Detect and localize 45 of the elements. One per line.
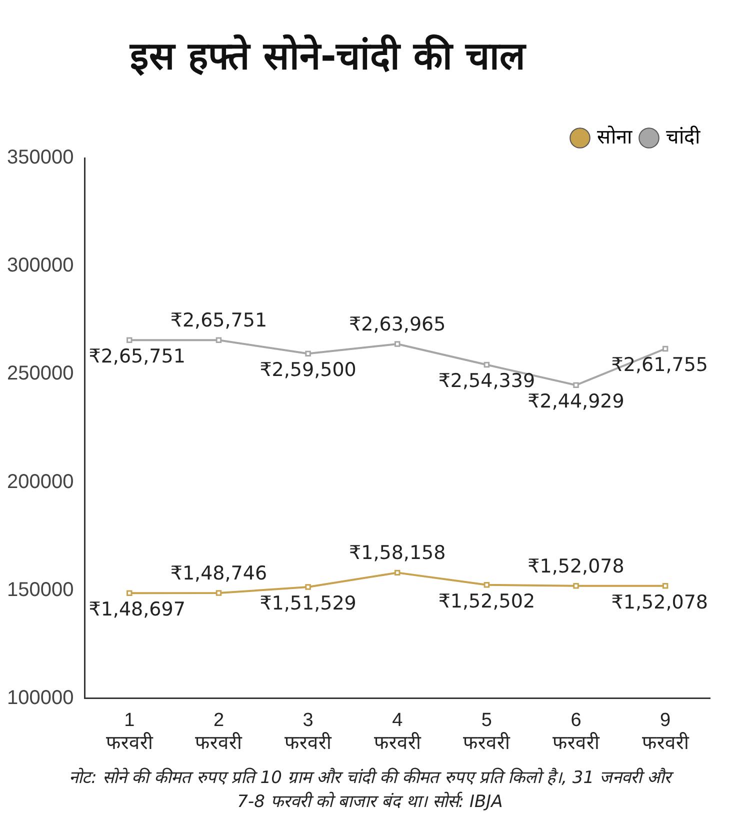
point: [573, 582, 579, 589]
chart-title: इस हफ्ते सोने-चांदी की चाल: [130, 33, 526, 80]
x-tick-label: 6 फरवरी: [552, 710, 601, 754]
y-tick-label: 250000: [6, 362, 74, 385]
text: नोट: सोने की कीमत रुपए प्रति 10 ग्राम और चांदी की कीमत रुपए प्रति किलो है।, 31 जनवरी और 7-8 फरवरी को बाजार बंद था। सोर्स: IBJA: [68, 766, 675, 814]
data-label: ₹2,61,755: [611, 354, 708, 376]
data-label: ₹2,65,751: [88, 346, 186, 368]
point: [394, 570, 400, 576]
data-label: ₹2,63,965: [349, 313, 446, 336]
point: [126, 590, 132, 596]
x-tick-label: 9 फरवरी: [642, 710, 690, 754]
point: [662, 582, 668, 589]
point: [573, 382, 579, 388]
y-tick-label: 150000: [6, 578, 74, 601]
data-label: ₹2,65,751: [170, 310, 268, 332]
x-tick-label: 2 फरवरी: [195, 710, 244, 754]
data-label: ₹1,52,078: [611, 591, 708, 614]
data-label: ₹1,51,529: [260, 592, 356, 614]
x-tick-label: 1 फरवरी: [106, 710, 154, 754]
x-tick-label: 4 फरवरी: [374, 710, 422, 754]
point: [484, 582, 490, 588]
y-tick-label: 300000: [6, 254, 74, 277]
data-label: ₹1,58,158: [349, 542, 446, 564]
y-tick-label: 200000: [6, 470, 74, 493]
data-label: ₹1,52,078: [528, 555, 624, 578]
point: [126, 337, 132, 343]
point: [662, 346, 668, 352]
point: [216, 590, 222, 596]
point: [394, 341, 400, 347]
y-tick-label: 350000: [6, 146, 74, 169]
data-label: ₹1,48,697: [88, 598, 186, 621]
x-tick-label: 5 फरवरी: [463, 710, 512, 754]
legend-label: सोना: [597, 126, 633, 149]
data-label: ₹2,54,339: [438, 370, 536, 392]
point: [305, 350, 311, 356]
y-tick-label: 100000: [6, 686, 74, 709]
x-tick-label: 3 फरवरी: [284, 710, 333, 754]
point: [216, 337, 222, 343]
point: [305, 584, 311, 590]
data-label: ₹1,48,746: [170, 562, 268, 584]
data-label: ₹2,44,929: [528, 390, 624, 413]
data-label: ₹1,52,502: [438, 590, 536, 612]
data-label: ₹2,59,500: [260, 359, 356, 382]
legend-label: चांदी: [666, 126, 701, 149]
point: [484, 362, 490, 368]
